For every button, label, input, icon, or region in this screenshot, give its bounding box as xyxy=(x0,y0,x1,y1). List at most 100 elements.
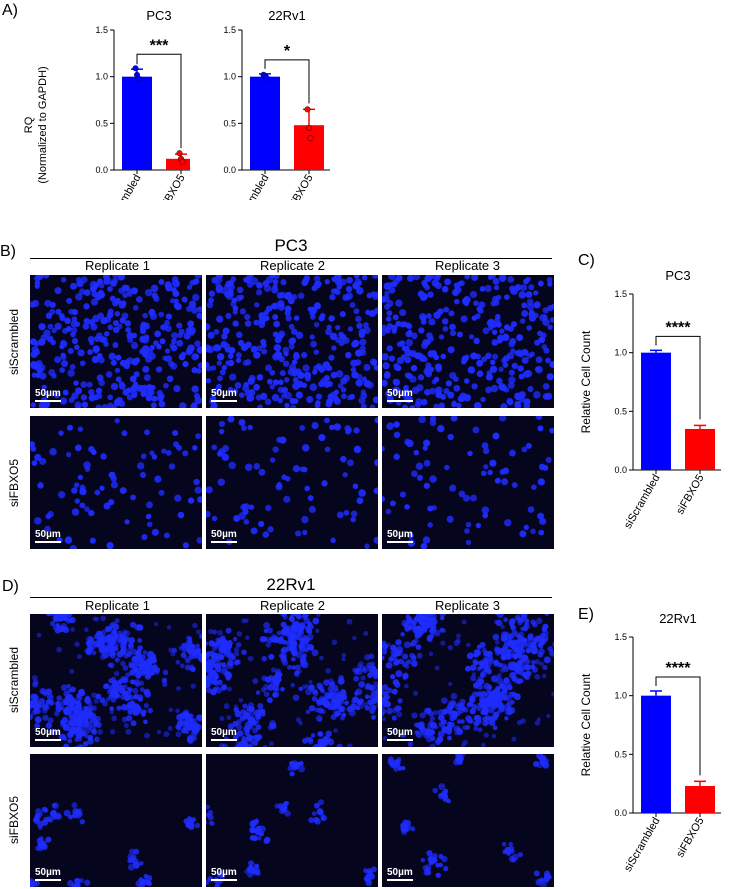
panel-b-rep1-label: Replicate 1 xyxy=(84,258,151,273)
y-tick-label: 0.5 xyxy=(614,406,627,416)
panel-b-rep3-label: Replicate 3 xyxy=(434,258,501,273)
panel-label-c: C) xyxy=(578,252,595,269)
panel-label-e: E) xyxy=(578,606,594,623)
chart-title: PC3 xyxy=(146,8,171,23)
panel-d-rep3-label: Replicate 3 xyxy=(434,598,501,613)
scale-bar-label: 50µm xyxy=(211,867,237,881)
micrograph-d-fbxo5-rep3: 50µm xyxy=(382,754,554,887)
bar-siScrambled xyxy=(641,352,671,470)
y-tick-label: 1.0 xyxy=(223,72,236,82)
panel-label-b: B) xyxy=(0,243,16,260)
nuclei-field xyxy=(30,802,201,887)
bar-siScrambled xyxy=(641,695,671,813)
data-point xyxy=(307,135,314,142)
scale-bar-label: 50µm xyxy=(211,529,237,543)
nuclei-field xyxy=(382,614,554,747)
micrograph-b-scrambled-rep3: 50µm xyxy=(382,275,554,408)
chart-a-22rv1: 22Rv1 0.0 0.5 1.0 1.5 siScrambled siFBXO5 * xyxy=(223,8,330,201)
data-point xyxy=(304,106,311,113)
nuclei-field xyxy=(30,275,202,408)
y-tick-label: 0.0 xyxy=(614,465,627,475)
panel-a-ylabel-line1: RQ xyxy=(23,116,35,133)
scale-bar-label: 50µm xyxy=(387,529,413,543)
significance-bracket xyxy=(655,335,701,420)
y-tick-label: 1.5 xyxy=(223,25,236,35)
scale-bar-label: 50µm xyxy=(35,867,61,881)
y-tick-label: 1.0 xyxy=(614,348,627,358)
significance-bracket xyxy=(264,59,310,104)
nuclei-field xyxy=(206,760,377,887)
svg-text:siFBXO5: siFBXO5 xyxy=(7,459,21,507)
data-point xyxy=(132,65,139,72)
data-point xyxy=(135,75,142,82)
y-axis-label: Relative Cell Count xyxy=(579,330,593,433)
panel-b-row2-label: siFBXO5 xyxy=(7,459,21,507)
x-tick-label: siScrambled xyxy=(103,173,144,201)
nuclei-field xyxy=(206,416,378,549)
y-tick-label: 1.0 xyxy=(614,691,627,701)
panel-a-ylabel-line2: (Normalized to GAPDH) xyxy=(37,66,49,183)
nuclei-field xyxy=(30,418,202,549)
scale-bar-label: 50µm xyxy=(211,727,237,741)
y-tick-label: 1.5 xyxy=(614,632,627,642)
y-tick-label: 0.5 xyxy=(95,118,108,128)
panel-d-header: 22Rv1 xyxy=(30,575,552,598)
micrograph-d-scrambled-rep1: 50µm xyxy=(30,614,202,747)
panel-b-rule xyxy=(30,258,552,259)
y-axis-label: Relative Cell Count xyxy=(579,673,593,776)
micrograph-b-scrambled-rep2: 50µm xyxy=(206,275,378,408)
bar-siFBXO5 xyxy=(166,158,190,170)
panel-d-rep2-label: Replicate 2 xyxy=(259,598,326,613)
chart-title: 22Rv1 xyxy=(268,8,306,23)
scale-bar-label: 50µm xyxy=(211,388,237,402)
scale-bar-label: 50µm xyxy=(35,388,61,402)
nuclei-field xyxy=(387,754,552,887)
y-tick-label: 0.0 xyxy=(614,808,627,818)
micrograph-d-fbxo5-rep2: 50µm xyxy=(206,754,378,887)
chart-c-pc3: PC3 Relative Cell Count 0.0 0.5 1.0 1.5 siScra… xyxy=(579,268,721,531)
significance-label: **** xyxy=(666,319,692,336)
micrograph-b-fbxo5-rep2: 50µm xyxy=(206,416,378,549)
x-tick-label: siFBXO5 xyxy=(283,173,315,201)
micrograph-d-scrambled-rep2: 50µm xyxy=(206,614,378,747)
svg-text:siScrambled: siScrambled xyxy=(7,647,21,713)
y-tick-label: 1.0 xyxy=(95,72,108,82)
panel-d-title: 22Rv1 xyxy=(266,575,316,594)
panel-b-row1-label: siScrambled xyxy=(7,309,21,375)
significance-label: * xyxy=(284,43,291,60)
y-tick-label: 1.5 xyxy=(614,289,627,299)
micrograph-d-fbxo5-rep1: 50µm xyxy=(30,754,202,887)
data-point xyxy=(179,158,186,165)
bar-siFBXO5 xyxy=(685,786,715,813)
x-tick-label: siScrambled xyxy=(622,473,663,531)
data-point xyxy=(263,74,270,81)
scale-bar-label: 50µm xyxy=(35,529,61,543)
micrograph-b-fbxo5-rep3: 50µm xyxy=(382,416,554,549)
panel-label-d: D) xyxy=(2,578,19,595)
micrograph-b-scrambled-rep1: 50µm xyxy=(30,275,202,408)
x-tick-label: siScrambled xyxy=(622,816,663,874)
bar-siScrambled xyxy=(122,76,152,170)
data-point xyxy=(305,124,312,131)
bar-siFBXO5 xyxy=(685,428,715,470)
nuclei-field xyxy=(30,614,202,747)
y-tick-label: 0.5 xyxy=(223,118,236,128)
panel-d-rep1-label: Replicate 1 xyxy=(84,598,151,613)
scale-bar-label: 50µm xyxy=(387,867,413,881)
chart-title: 22Rv1 xyxy=(659,611,697,626)
panel-d-row2-label: siFBXO5 xyxy=(7,796,21,844)
scale-bar-label: 50µm xyxy=(387,388,413,402)
chart-title: PC3 xyxy=(665,268,690,283)
panel-d-row1-label: siScrambled xyxy=(7,647,21,713)
nuclei-field xyxy=(206,275,378,408)
nuclei-field xyxy=(206,614,378,747)
micrograph-b-fbxo5-rep1: 50µm xyxy=(30,416,202,549)
chart-e-22rv1: 22Rv1 Relative Cell Count 0.0 0.5 1.0 1.5 siSc… xyxy=(579,611,721,874)
scale-bar-label: 50µm xyxy=(387,727,413,741)
nuclei-field xyxy=(382,416,554,549)
x-tick-label: siFBXO5 xyxy=(674,816,706,860)
panel-b-header: PC3 xyxy=(30,236,552,259)
nuclei-field xyxy=(382,275,554,408)
significance-label: *** xyxy=(150,37,169,54)
